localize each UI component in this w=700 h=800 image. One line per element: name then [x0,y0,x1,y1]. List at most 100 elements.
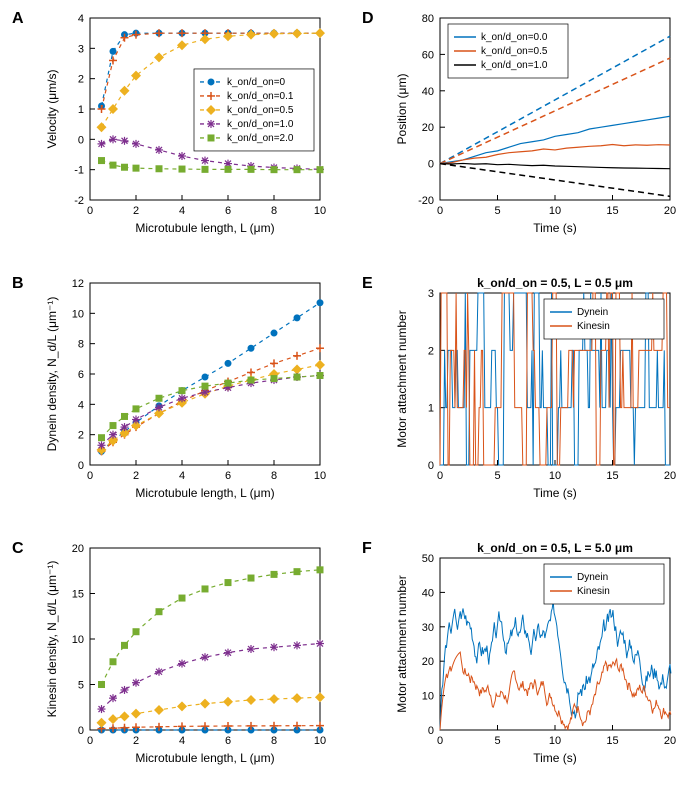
svg-text:Dynein: Dynein [577,572,608,583]
svg-text:0: 0 [428,725,434,737]
svg-text:Microtubule length, L (μm): Microtubule length, L (μm) [135,751,274,765]
svg-text:3: 3 [78,43,84,55]
svg-text:k_on/d_on=0: k_on/d_on=0 [227,77,286,88]
svg-text:80: 80 [422,13,434,25]
svg-text:3: 3 [428,288,434,300]
svg-text:4: 4 [179,205,185,217]
svg-text:12: 12 [72,278,84,290]
svg-text:0: 0 [428,460,434,472]
svg-text:10: 10 [549,205,561,217]
svg-text:k_on/d_on=1.0: k_on/d_on=1.0 [227,119,294,130]
svg-text:-2: -2 [74,195,84,207]
svg-text:10: 10 [72,634,84,646]
svg-text:10: 10 [314,470,326,482]
svg-text:-20: -20 [418,195,434,207]
svg-text:k_on/d_on = 0.5, L = 5.0 μm: k_on/d_on = 0.5, L = 5.0 μm [477,541,633,555]
svg-text:0: 0 [78,725,84,737]
panel-C-label: C [12,540,24,558]
svg-text:k_on/d_on=1.0: k_on/d_on=1.0 [481,60,548,71]
svg-text:2: 2 [78,430,84,442]
svg-text:50: 50 [422,553,434,565]
svg-text:8: 8 [271,735,277,747]
svg-text:-1: -1 [74,165,84,177]
panel-F: 0 5 10 15 20 0 10 20 30 40 50 Time (s) Motor attachm… [392,540,682,770]
svg-text:Dynein: Dynein [577,307,608,318]
svg-text:Microtubule length, L (μm): Microtubule length, L (μm) [135,486,274,500]
svg-text:0: 0 [437,735,443,747]
svg-text:20: 20 [664,735,676,747]
svg-text:2: 2 [133,205,139,217]
svg-text:k_on/d_on=2.0: k_on/d_on=2.0 [227,133,294,144]
svg-text:5: 5 [494,205,500,217]
svg-text:Velocity (μm/s): Velocity (μm/s) [45,70,59,149]
svg-text:k_on/d_on=0.5: k_on/d_on=0.5 [481,46,548,57]
svg-text:0: 0 [87,470,93,482]
svg-text:6: 6 [225,735,231,747]
svg-text:10: 10 [314,735,326,747]
svg-text:Position (μm): Position (μm) [395,74,409,145]
svg-text:Kinesin: Kinesin [577,586,610,597]
svg-text:10: 10 [72,308,84,320]
svg-text:15: 15 [72,589,84,601]
svg-text:k_on/d_on=0.0: k_on/d_on=0.0 [481,32,548,43]
svg-text:20: 20 [664,205,676,217]
svg-text:20: 20 [422,122,434,134]
svg-text:40: 40 [422,86,434,98]
panel-F-label: F [362,540,372,558]
panel-C: 0 2 4 6 8 10 0 5 10 15 20 Microtubule length, L (μm… [42,540,332,770]
svg-text:k_on/d_on = 0.5, L = 0.5 μm: k_on/d_on = 0.5, L = 0.5 μm [477,276,633,290]
svg-text:2: 2 [133,735,139,747]
svg-text:Time (s): Time (s) [533,221,577,235]
svg-text:2: 2 [133,470,139,482]
svg-text:0: 0 [78,460,84,472]
panel-B: 0246810024681012Microtubule length, L (μ… [42,275,332,505]
panel-D: 05101520-20020406080Time (s)Position (μm… [392,10,682,240]
svg-text:60: 60 [422,49,434,61]
svg-text:1: 1 [428,403,434,415]
svg-text:Motor attachment number: Motor attachment number [395,575,409,712]
svg-text:4: 4 [179,735,185,747]
svg-text:6: 6 [225,205,231,217]
svg-text:40: 40 [422,587,434,599]
svg-text:Time (s): Time (s) [533,751,577,765]
svg-text:20: 20 [72,543,84,555]
svg-text:0: 0 [437,470,443,482]
panel-B-label: B [12,275,24,293]
panel-D-label: D [362,10,374,28]
svg-text:30: 30 [422,622,434,634]
svg-text:0: 0 [437,205,443,217]
svg-text:6: 6 [225,470,231,482]
svg-text:10: 10 [422,691,434,703]
panel-E-label: E [362,275,373,293]
svg-text:2: 2 [78,74,84,86]
svg-text:0: 0 [87,735,93,747]
svg-text:15: 15 [606,470,618,482]
svg-text:k_on/d_on=0.1: k_on/d_on=0.1 [227,91,294,102]
svg-text:8: 8 [78,339,84,351]
svg-text:20: 20 [422,656,434,668]
svg-text:4: 4 [78,399,84,411]
svg-text:10: 10 [314,205,326,217]
svg-text:5: 5 [78,680,84,692]
svg-text:Dynein density, N_d/L (μm⁻¹): Dynein density, N_d/L (μm⁻¹) [45,297,59,452]
svg-text:15: 15 [606,735,618,747]
svg-text:2: 2 [428,345,434,357]
svg-text:8: 8 [271,470,277,482]
svg-text:10: 10 [549,735,561,747]
svg-text:5: 5 [494,470,500,482]
svg-text:20: 20 [664,470,676,482]
panel-A-label: A [12,10,24,28]
svg-text:Kinesin: Kinesin [577,321,610,332]
svg-text:Time (s): Time (s) [533,486,577,500]
svg-text:0: 0 [87,205,93,217]
svg-text:k_on/d_on=0.5: k_on/d_on=0.5 [227,105,294,116]
svg-text:5: 5 [494,735,500,747]
svg-text:4: 4 [78,13,84,25]
svg-text:15: 15 [606,205,618,217]
svg-text:0: 0 [428,159,434,171]
svg-text:10: 10 [549,470,561,482]
panel-A: 0246810-2-101234Microtubule length, L (μ… [42,10,332,240]
svg-text:8: 8 [271,205,277,217]
svg-text:Microtubule length, L (μm): Microtubule length, L (μm) [135,221,274,235]
svg-text:6: 6 [78,369,84,381]
